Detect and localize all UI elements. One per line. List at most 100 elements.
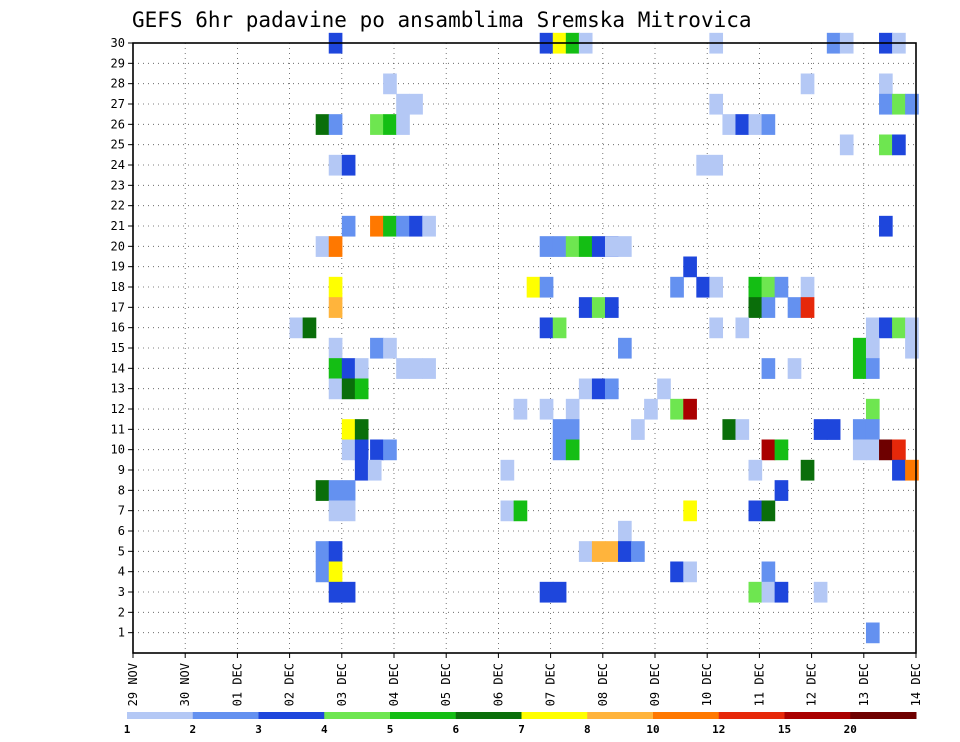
precip-cell <box>370 114 384 135</box>
precip-cell <box>892 134 906 156</box>
colorbar-label: 1 <box>124 723 131 736</box>
x-tick-label: 07 DEC <box>544 663 558 706</box>
y-tick-label: 20 <box>111 239 125 253</box>
precip-cell <box>722 114 737 135</box>
x-tick-label: 30 NOV <box>178 663 192 706</box>
y-tick-label: 16 <box>111 321 125 335</box>
y-axis: 1234567891011121314151617181920212223242… <box>111 36 133 640</box>
y-tick-label: 23 <box>111 178 125 192</box>
x-tick-label: 29 NOV <box>126 663 140 706</box>
colorbar-label: 3 <box>255 723 262 736</box>
colorbar-swatch <box>653 712 720 719</box>
precip-cell <box>383 114 397 135</box>
precip-cell <box>852 337 867 359</box>
precip-cell <box>800 297 815 318</box>
precip-cell <box>774 439 789 461</box>
precip-cell <box>879 439 893 461</box>
precip-cell <box>302 317 317 339</box>
colorbar-swatch <box>324 712 391 719</box>
x-tick-label: 12 DEC <box>805 663 819 706</box>
x-tick-label: 10 DEC <box>700 663 714 706</box>
precip-cell <box>328 541 343 562</box>
colorbar-swatch <box>127 712 194 719</box>
colorbar-label: 2 <box>189 723 196 736</box>
precip-cell <box>578 378 593 400</box>
precip-cell <box>748 297 763 318</box>
y-tick-label: 4 <box>118 565 125 579</box>
precip-cell <box>315 480 330 501</box>
precip-cell <box>565 419 580 440</box>
precip-cell <box>604 541 619 562</box>
precip-cell <box>422 358 436 379</box>
precip-cell <box>735 419 750 440</box>
precip-cell <box>800 276 815 298</box>
colorbar-label: 20 <box>844 723 857 736</box>
precip-cell <box>748 500 763 522</box>
precip-cell <box>774 480 789 501</box>
precip-cell <box>341 419 356 440</box>
precip-cell <box>328 480 343 501</box>
precip-cell <box>422 215 436 237</box>
precip-cell <box>328 581 343 603</box>
precip-cell <box>565 439 580 461</box>
precip-cell <box>761 500 776 522</box>
precip-cell <box>826 419 841 440</box>
precip-cell <box>631 541 645 562</box>
precip-cell <box>591 541 606 562</box>
precip-cell <box>787 358 802 379</box>
precip-cell <box>328 337 343 359</box>
precip-cell <box>748 114 763 135</box>
precip-cell <box>800 73 815 95</box>
precip-cell <box>539 581 554 603</box>
x-tick-label: 09 DEC <box>648 663 662 706</box>
x-tick-label: 06 DEC <box>491 663 505 706</box>
colorbar-label: 15 <box>778 723 791 736</box>
precip-cell <box>852 439 867 461</box>
y-tick-label: 26 <box>111 117 125 131</box>
precip-cell <box>800 459 815 481</box>
precip-cell <box>761 358 776 379</box>
precip-cell <box>670 398 684 420</box>
y-tick-label: 27 <box>111 97 125 111</box>
x-tick-label: 03 DEC <box>335 663 349 706</box>
colorbar-swatch <box>850 712 917 719</box>
precip-cell <box>813 419 828 440</box>
precip-cell <box>683 398 697 420</box>
y-tick-label: 18 <box>111 280 125 294</box>
x-tick-label: 14 DEC <box>909 663 923 706</box>
colorbar: 1 2 3 4 5 6 7 8 10 12 15 20 <box>124 712 917 736</box>
precip-cell <box>383 215 397 237</box>
precip-cell <box>735 114 750 135</box>
precip-cell <box>892 459 906 481</box>
precip-cell <box>839 134 854 156</box>
chart-title: GEFS 6hr padavine po ansamblima Sremska … <box>132 8 752 32</box>
precip-cell <box>683 256 697 278</box>
colorbar-label: 6 <box>452 723 459 736</box>
precip-cell <box>761 114 776 135</box>
precip-cell <box>552 581 567 603</box>
precip-cell <box>354 419 369 440</box>
precip-cell <box>328 297 343 318</box>
y-tick-label: 12 <box>111 402 125 416</box>
precip-cell <box>748 459 763 481</box>
colorbar-swatch <box>258 712 325 719</box>
precip-cell <box>552 419 567 440</box>
y-tick-label: 10 <box>111 443 125 457</box>
precip-cell <box>735 317 750 339</box>
precip-cell <box>852 419 867 440</box>
precip-cell <box>383 439 397 461</box>
colorbar-swatch <box>587 712 654 719</box>
colorbar-swatch <box>784 712 851 719</box>
precip-cell <box>500 459 515 481</box>
colorbar-swatch <box>390 712 457 719</box>
precip-cell <box>892 317 906 339</box>
x-tick-label: 04 DEC <box>387 663 401 706</box>
precip-cell <box>552 317 567 339</box>
precip-cell <box>761 297 776 318</box>
precip-cell <box>761 581 776 603</box>
y-tick-label: 11 <box>111 422 125 436</box>
precip-cell <box>683 561 697 583</box>
precip-cell <box>892 93 906 115</box>
precip-cell <box>813 581 828 603</box>
precip-cell <box>761 439 776 461</box>
